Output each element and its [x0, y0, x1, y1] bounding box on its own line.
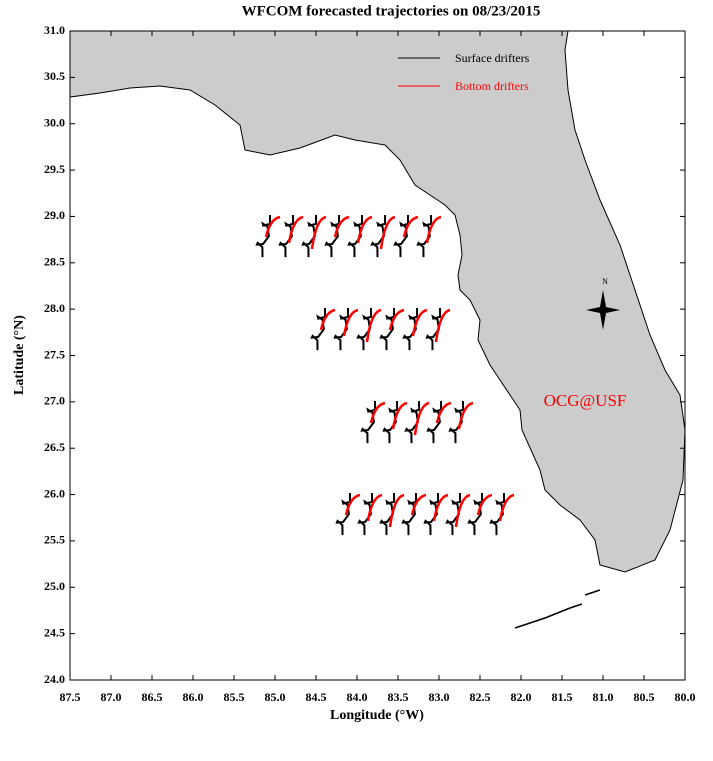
bottom-trajectory: [366, 493, 383, 522]
surface-trajectory: [489, 492, 506, 536]
y-tick-label: 31.0: [44, 23, 65, 37]
legend-label: Bottom drifters: [455, 79, 529, 93]
surface-trajectory: [333, 307, 350, 351]
drifter-trajectories: [255, 214, 515, 536]
y-tick-label: 30.0: [44, 115, 65, 129]
y-tick-label: 28.0: [44, 301, 65, 315]
x-tick-label: 83.5: [388, 690, 409, 704]
surface-trajectory: [401, 492, 418, 536]
bottom-trajectory: [319, 308, 336, 331]
x-tick-label: 80.0: [675, 690, 696, 704]
bottom-trajectory: [434, 308, 451, 343]
bottom-trajectory: [356, 215, 373, 244]
bottom-trajectory: [379, 215, 396, 250]
surface-trajectory: [360, 400, 377, 444]
x-tick-label: 83.0: [429, 690, 450, 704]
bottom-trajectory: [498, 493, 515, 522]
credit-annotation: OCG@USF: [544, 391, 627, 410]
x-tick-label: 81.5: [552, 690, 573, 704]
y-tick-label: 25.0: [44, 579, 65, 593]
surface-trajectory: [335, 492, 352, 536]
bottom-trajectory: [344, 493, 361, 516]
bottom-trajectory: [264, 215, 281, 238]
surface-trajectory: [379, 307, 396, 351]
compass-label: N: [602, 277, 608, 286]
bottom-trajectory: [333, 215, 350, 238]
surface-trajectory: [467, 492, 484, 536]
bottom-trajectory: [365, 308, 382, 343]
surface-trajectory: [423, 492, 440, 536]
x-tick-label: 84.5: [306, 690, 327, 704]
map-title: WFCOM forecasted trajectories on 08/23/2…: [242, 3, 541, 19]
surface-trajectory: [310, 307, 327, 351]
surface-trajectory: [393, 214, 410, 258]
surface-trajectory: [278, 214, 295, 258]
surface-trajectory: [426, 400, 443, 444]
surface-trajectory: [357, 492, 374, 536]
y-tick-label: 25.5: [44, 533, 65, 547]
x-tick-label: 87.0: [101, 690, 122, 704]
bottom-trajectory: [410, 493, 427, 516]
y-tick-label: 29.5: [44, 162, 65, 176]
x-tick-label: 87.5: [60, 690, 81, 704]
y-tick-label: 27.5: [44, 347, 65, 361]
bottom-trajectory: [391, 401, 408, 430]
x-tick-label: 86.5: [142, 690, 163, 704]
bottom-trajectory: [476, 493, 493, 516]
x-tick-label: 85.5: [224, 690, 245, 704]
y-axis-label: Latitude (°N): [12, 315, 27, 395]
x-tick-label: 82.0: [511, 690, 532, 704]
bottom-trajectory: [388, 493, 405, 528]
y-tick-label: 24.0: [44, 672, 65, 686]
x-tick-label: 85.0: [265, 690, 286, 704]
bottom-trajectory: [402, 215, 419, 238]
y-tick-label: 26.5: [44, 440, 65, 454]
compass-rose: [586, 290, 620, 330]
bottom-trajectory: [435, 401, 452, 424]
surface-trajectory: [255, 214, 272, 258]
bottom-trajectory: [287, 215, 304, 244]
bottom-trajectory: [432, 493, 449, 522]
florida-keys: [514, 589, 601, 629]
surface-trajectory: [416, 214, 433, 258]
florida-land: [69, 30, 686, 573]
surface-trajectory: [402, 307, 419, 351]
y-tick-label: 27.0: [44, 394, 65, 408]
y-tick-label: 30.5: [44, 69, 65, 83]
x-tick-label: 84.0: [347, 690, 368, 704]
y-tick-label: 26.0: [44, 486, 65, 500]
bottom-trajectory: [411, 308, 428, 337]
bottom-trajectory: [413, 401, 430, 436]
bottom-trajectory: [310, 215, 327, 250]
y-tick-label: 24.5: [44, 625, 65, 639]
y-tick-label: 28.5: [44, 255, 65, 269]
x-axis-label: Longitude (°W): [330, 708, 424, 723]
y-tick-label: 29.0: [44, 208, 65, 222]
surface-trajectory: [448, 400, 465, 444]
bottom-trajectory: [388, 308, 405, 331]
x-tick-label: 81.0: [593, 690, 614, 704]
surface-trajectory: [324, 214, 341, 258]
surface-trajectory: [382, 400, 399, 444]
bottom-trajectory: [342, 308, 359, 337]
surface-trajectory: [347, 214, 364, 258]
legend-label: Surface drifters: [455, 51, 530, 65]
x-tick-label: 86.0: [183, 690, 204, 704]
bottom-trajectory: [425, 215, 442, 244]
x-tick-label: 80.5: [634, 690, 655, 704]
bottom-trajectory: [457, 401, 474, 430]
bottom-trajectory: [454, 493, 471, 528]
bottom-trajectory: [369, 401, 386, 424]
x-tick-label: 82.5: [470, 690, 491, 704]
